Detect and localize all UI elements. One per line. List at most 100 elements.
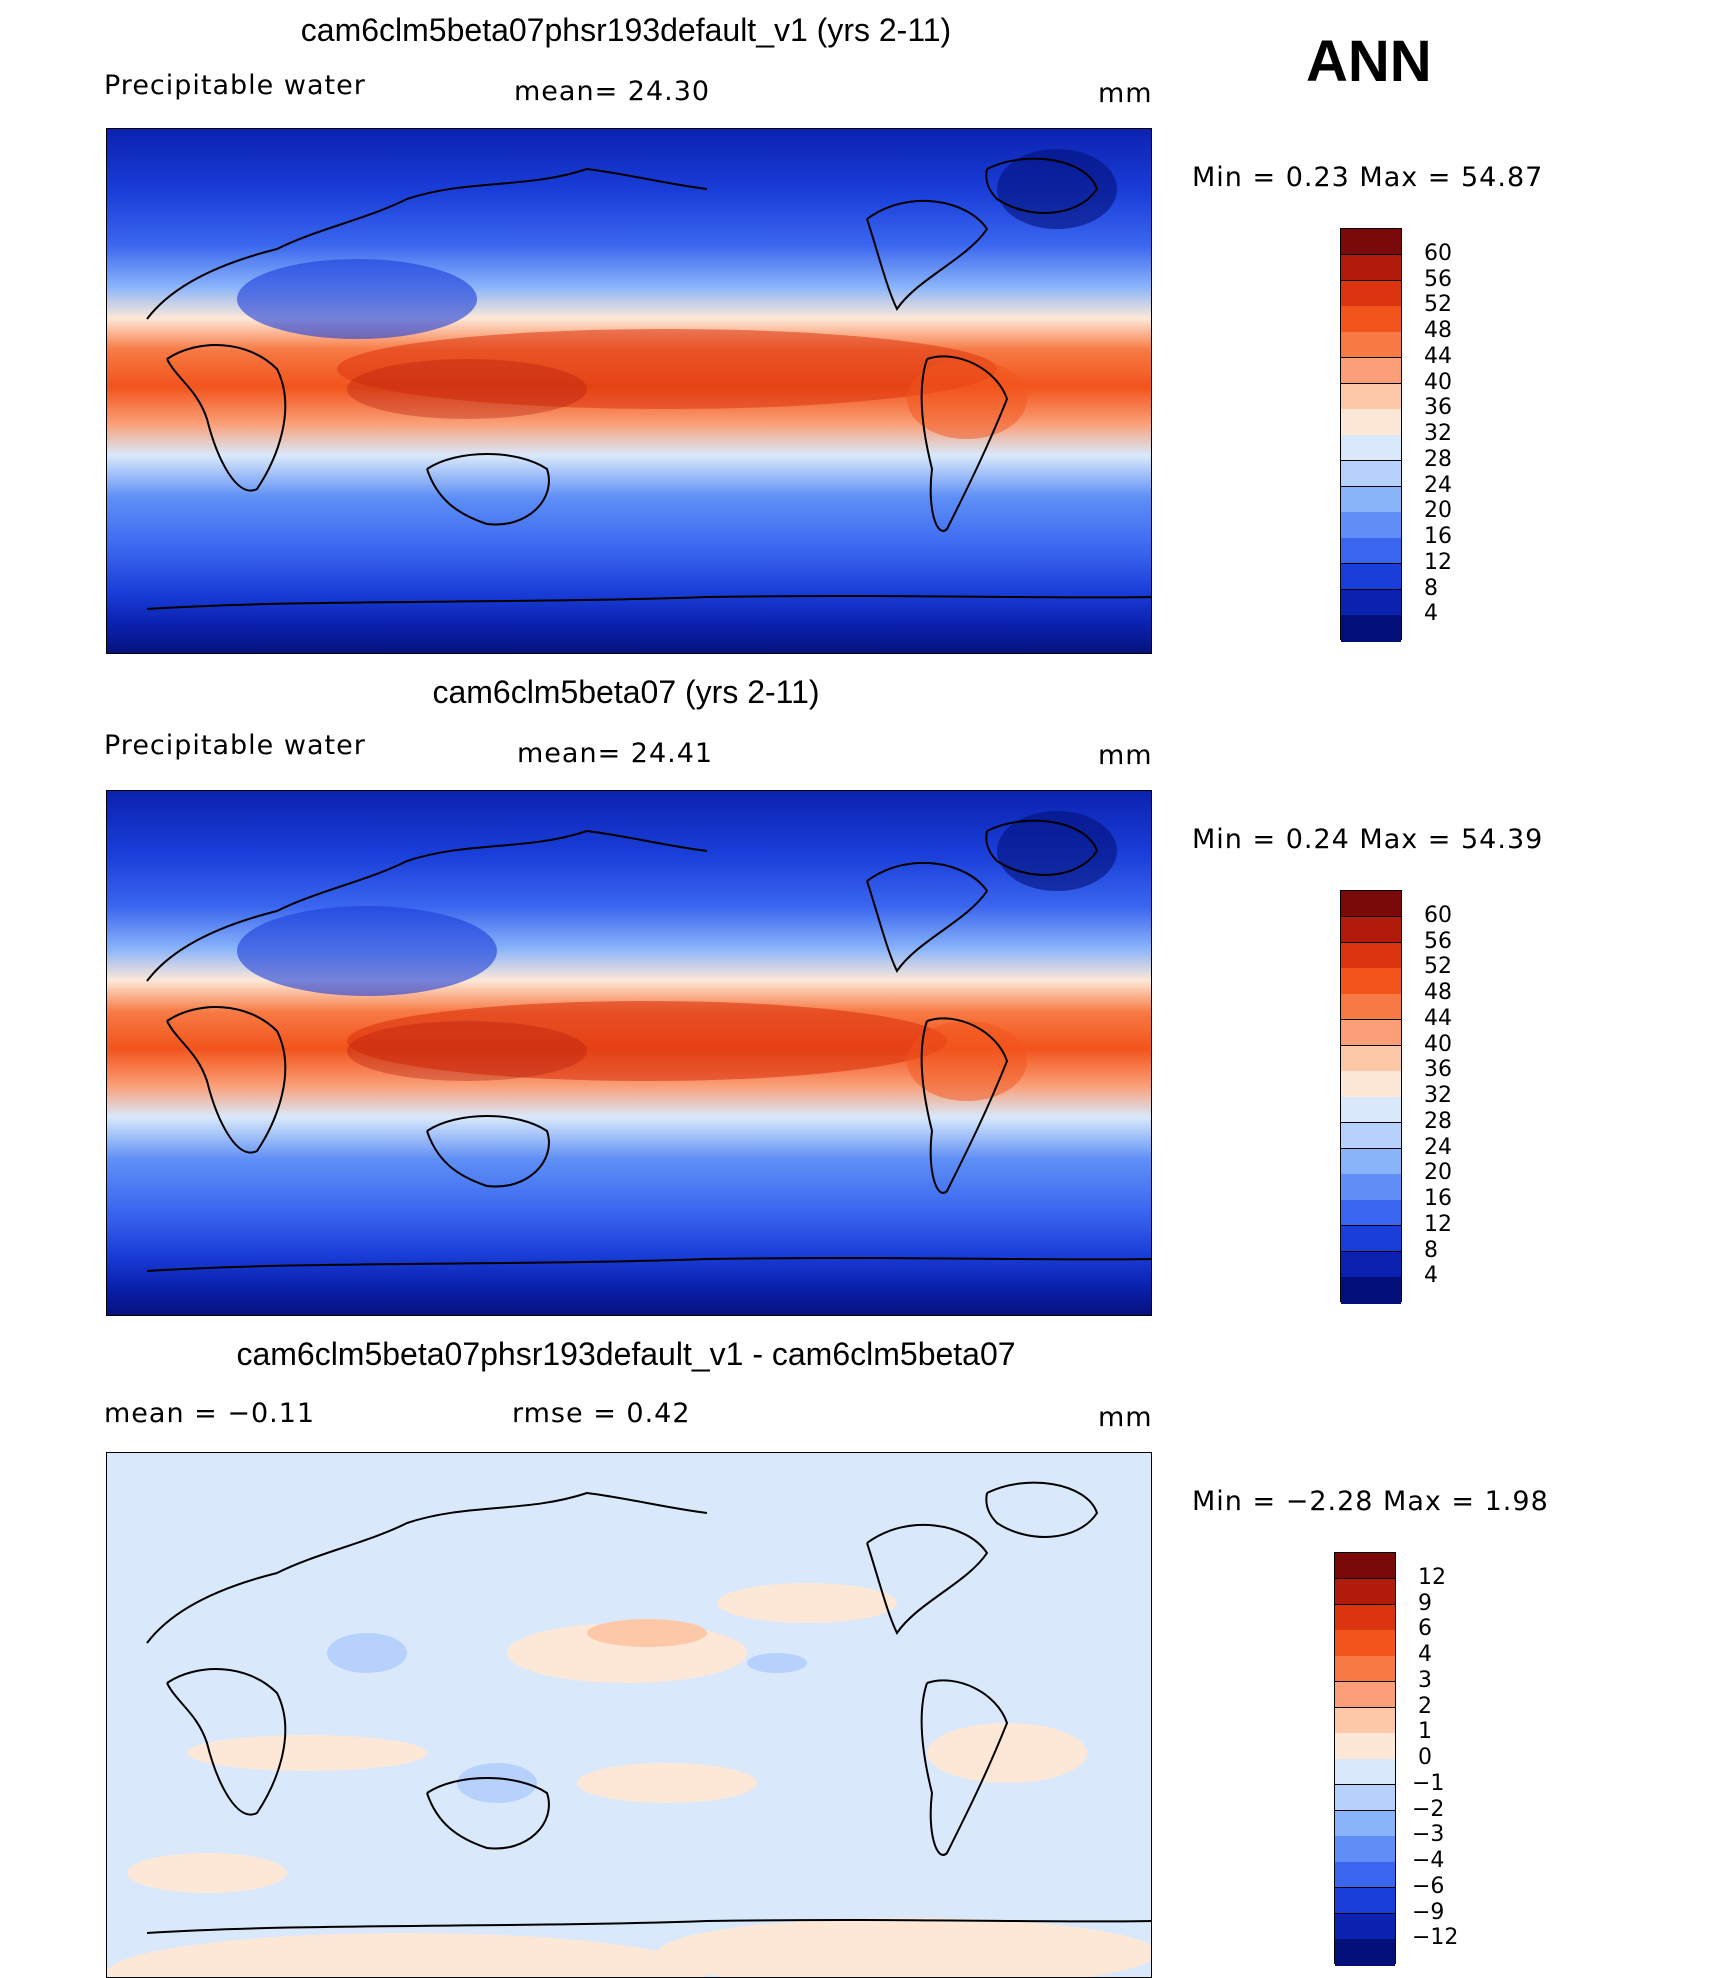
colorbar-segment [1341,589,1401,616]
colorbar-segment [1335,1707,1395,1734]
colorbar-segment [1335,1656,1395,1683]
colorbar-segment [1341,1277,1401,1304]
colorbar-tick-label: 36 [1424,1057,1452,1083]
colorbar-tick-label: 24 [1424,1134,1452,1160]
colorbar-segment [1335,1887,1395,1914]
minmax-label: Min = −2.28 Max = 1.98 [1192,1486,1549,1517]
colorbar-segment [1341,1225,1401,1252]
colorbar-segment [1335,1862,1395,1889]
colorbar-segment [1335,1759,1395,1786]
rmse-label: rmse = 0.42 [512,1398,691,1429]
colorbar-tick-label: 3 [1418,1667,1432,1693]
colorbar-segment [1341,942,1401,969]
map-test [106,128,1152,654]
panel-title: cam6clm5beta07 (yrs 2-11) [432,674,820,710]
colorbar-tick-label: 8 [1424,575,1438,601]
variable-label: Precipitable water [104,730,366,761]
colorbar-tick-label: 9 [1418,1590,1432,1616]
map-difference [106,1452,1152,1978]
colorbar-tick-label: 44 [1424,1005,1452,1031]
colorbar-segment [1341,1045,1401,1072]
colorbar-segment [1341,460,1401,487]
colorbar-tick-label: 4 [1418,1642,1432,1667]
colorbar-tick-label: −4 [1412,1848,1445,1873]
colorbar-tick-label: −9 [1412,1899,1445,1925]
variable-label: Precipitable water [104,70,366,101]
colorbar-tick-label: 36 [1424,395,1452,421]
colorbar-segment [1335,1733,1395,1760]
map-control [106,790,1152,1316]
colorbar-segment [1341,968,1401,995]
colorbar-tick-label: 12 [1424,1211,1452,1237]
colorbar-segment [1341,306,1401,333]
minmax-label: Min = 0.24 Max = 54.39 [1192,824,1544,855]
colorbar-tick-label: 4 [1424,601,1438,627]
colorbar-segment [1341,280,1401,307]
colorbar-segment [1341,435,1401,462]
colorbar-segment [1341,891,1401,918]
mean-label: mean= 24.30 [514,76,711,107]
colorbar-segment [1341,1200,1401,1227]
colorbar-tick-label: 32 [1424,1083,1452,1108]
colorbar-segment [1341,563,1401,590]
colorbar-tick-label: 56 [1424,928,1452,954]
colorbar-segment [1335,1810,1395,1837]
colorbar-tick-label: 60 [1424,240,1452,266]
colorbar-segment [1341,538,1401,565]
colorbar-tick-label: 20 [1424,498,1452,524]
colorbar-tick-label: 8 [1424,1237,1438,1263]
colorbar-tick-label: −6 [1412,1873,1445,1899]
mean-label: mean = −0.11 [104,1398,316,1429]
season-label: ANN [1306,29,1432,94]
colorbar-tick-label: 0 [1418,1745,1432,1770]
colorbar-segment [1341,357,1401,384]
colorbar-tick-label: 24 [1424,472,1452,498]
colorbar-segment [1335,1578,1395,1605]
colorbar-tick-label: 12 [1424,549,1452,575]
colorbar-segment [1341,1071,1401,1098]
colorbar-tick-label: 16 [1424,1186,1452,1211]
panel-title: cam6clm5beta07phsr193default_v1 (yrs 2-1… [300,12,952,48]
colorbar-segment [1341,1019,1401,1046]
colorbar-tick-label: 60 [1424,902,1452,928]
colorbar-segment [1341,994,1401,1021]
colorbar-segment [1335,1784,1395,1811]
colorbar-segment [1335,1939,1395,1966]
colorbar-tick-label: 40 [1424,1031,1452,1057]
colorbar-tick-label: −3 [1412,1822,1445,1848]
colorbar-tick-label: 1 [1418,1719,1432,1745]
colorbar-segment [1341,1174,1401,1201]
colorbar-segment [1335,1553,1395,1580]
colorbar-tick-label: 48 [1424,318,1452,343]
colorbar-tick-label: 52 [1424,292,1452,318]
colorbar-segment [1341,254,1401,281]
colorbar-tick-label: −2 [1412,1796,1445,1822]
colorbar-tick-label: 28 [1424,1108,1452,1134]
minmax-label: Min = 0.23 Max = 54.87 [1192,162,1544,193]
colorbar-tick-label: 44 [1424,343,1452,369]
colorbar-tick-label: 56 [1424,266,1452,292]
colorbar-segment [1341,1148,1401,1175]
colorbar-tick-label: 2 [1418,1693,1432,1719]
colorbar-tick-label: 16 [1424,524,1452,549]
colorbar-segment [1341,383,1401,410]
colorbar-segment [1341,615,1401,642]
colorbar-segment [1335,1630,1395,1657]
colorbar-segment [1341,229,1401,256]
colorbar-tick-label: −12 [1412,1925,1459,1951]
colorbar-tick-label: 20 [1424,1160,1452,1186]
colorbar-tick-label: 12 [1418,1564,1446,1590]
mean-label: mean= 24.41 [517,738,714,769]
colorbar-segment [1341,1251,1401,1278]
colorbar-segment [1341,916,1401,943]
units-label: mm [1098,1402,1153,1433]
colorbar-segment [1341,1122,1401,1149]
panel-title: cam6clm5beta07phsr193default_v1 - cam6cl… [236,1336,1016,1372]
colorbar-tick-label: 52 [1424,954,1452,980]
colorbar-tick-label: 28 [1424,446,1452,472]
colorbar-segment [1341,1097,1401,1124]
colorbar-segment [1335,1913,1395,1940]
colorbar-segment [1341,409,1401,436]
colorbar-segment [1335,1836,1395,1863]
colorbar-segment [1341,512,1401,539]
